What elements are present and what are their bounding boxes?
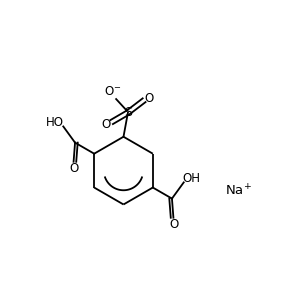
Text: O: O <box>102 118 111 131</box>
Text: O$^{-}$: O$^{-}$ <box>103 85 121 98</box>
Text: HO: HO <box>46 116 64 129</box>
Text: OH: OH <box>182 172 200 185</box>
Text: O: O <box>145 92 154 105</box>
Text: O: O <box>169 218 178 231</box>
Text: S: S <box>124 106 132 119</box>
Text: O: O <box>69 162 78 175</box>
Text: Na$^{+}$: Na$^{+}$ <box>225 184 252 199</box>
